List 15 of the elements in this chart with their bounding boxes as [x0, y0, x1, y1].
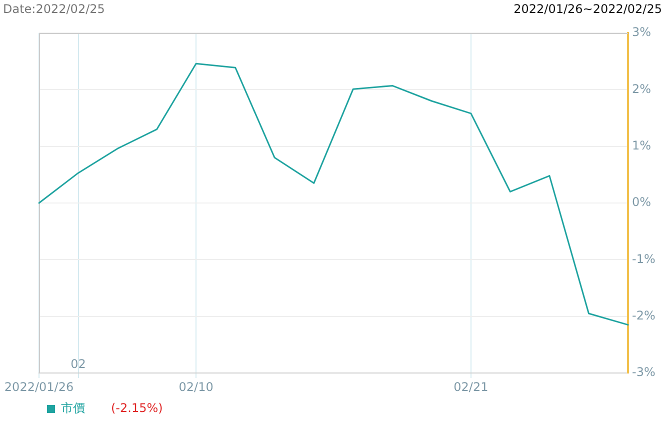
text: (-2.15%) [111, 401, 163, 416]
y-tick-label: -2% [632, 308, 656, 322]
x-tick-label: 2022/01/26 [4, 380, 74, 394]
chart-title: Date:2022/02/25 [3, 2, 105, 16]
y-tick-label: 2% [632, 82, 652, 96]
x-tick-label: 02/21 [454, 380, 488, 394]
y-tick-label: 1% [632, 138, 652, 152]
legend-label: 市價 [61, 401, 85, 416]
y-tick-label: -3% [632, 365, 656, 380]
y-tick-label: 0% [632, 195, 652, 210]
y-tick-label: 3% [632, 25, 652, 40]
x-tick-label: 02/10 [178, 380, 214, 394]
y-tick-label: -1% [632, 252, 656, 266]
x-tick-label: 02 [70, 357, 86, 372]
chart-subtitle: 2022/01/26~2022/02/25 [514, 2, 662, 16]
